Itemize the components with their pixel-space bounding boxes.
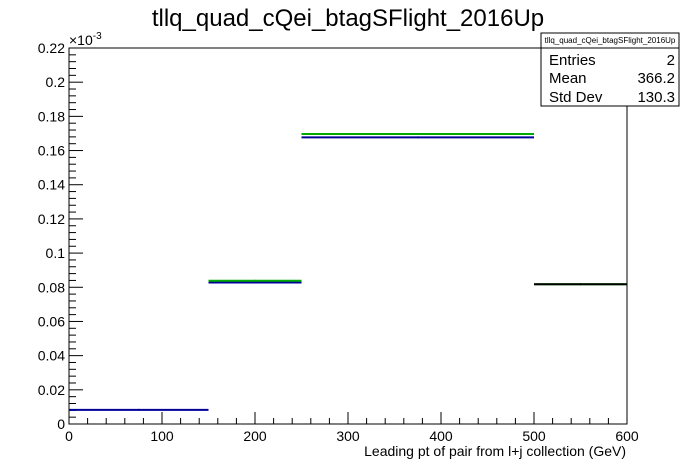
chart-title: tllq_quad_cQei_btagSFlight_2016Up: [152, 5, 544, 32]
histogram-series: [69, 132, 627, 411]
y-tick-label: 0.04: [38, 348, 65, 364]
x-tick-label: 200: [243, 428, 267, 444]
y-tick-label: 0.1: [46, 245, 66, 261]
stats-entries-value: 2: [667, 52, 675, 69]
x-tick-label: 400: [429, 428, 453, 444]
y-tick-label: 0.16: [38, 143, 65, 159]
y-tick-label: 0.12: [38, 211, 65, 227]
y-tick-label: 0.02: [38, 382, 65, 398]
x-tick-label: 600: [615, 428, 639, 444]
y-axis: 0 0.02 0.04 0.06 0.08 0.1 0.12 0.14 0.16 0.18 0.2 0…: [38, 40, 83, 432]
y-tick-label: 0.2: [46, 74, 66, 90]
y-tick-label: 0.22: [38, 40, 65, 56]
x-tick-label: 500: [522, 428, 546, 444]
y-axis-multiplier: ×10-3: [69, 31, 102, 48]
x-axis-label: Leading pt of pair from l+j collection (…: [364, 443, 626, 459]
stats-stddev-value: 130.3: [637, 89, 675, 106]
stats-stddev-label: Std Dev: [549, 89, 603, 106]
stats-entries-label: Entries: [549, 52, 596, 69]
stats-box: tllq_quad_cQei_btagSFlight_2016Up Entrie…: [540, 32, 680, 107]
stats-box-title: tllq_quad_cQei_btagSFlight_2016Up: [545, 36, 676, 45]
y-tick-label: 0.08: [38, 279, 65, 295]
y-tick-label: 0: [57, 416, 65, 432]
stats-mean-value: 366.2: [637, 70, 675, 87]
y-tick-label: 0.14: [38, 177, 65, 193]
y-tick-label: 0.18: [38, 108, 65, 124]
stats-mean-label: Mean: [549, 70, 587, 87]
y-tick-label: 0.06: [38, 313, 65, 329]
x-axis: 0 100 200 300 400 500 600: [65, 412, 639, 444]
x-tick-label: 300: [336, 428, 360, 444]
stats-box-frame: [540, 32, 680, 107]
x-tick-label: 0: [65, 428, 73, 444]
x-tick-label: 100: [150, 428, 174, 444]
